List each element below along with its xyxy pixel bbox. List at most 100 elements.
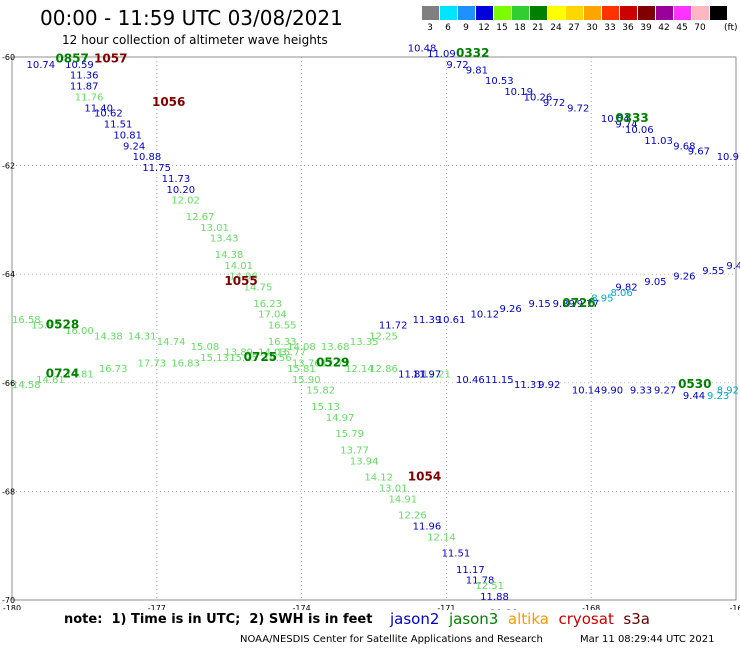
wave-height-value: 14.58 <box>12 380 41 391</box>
wave-height-value: 14.03 <box>258 348 287 359</box>
wave-height-value: 10.97 <box>717 152 740 163</box>
legend-swatch <box>656 6 673 20</box>
wave-height-value: 15.77 <box>277 348 306 359</box>
wave-height-value: 11.09 <box>427 49 456 60</box>
wave-height-value: 14.56 <box>263 353 292 364</box>
wave-height-value: 9.05 <box>644 277 666 288</box>
wave-height-value: 14.38 <box>215 250 244 261</box>
wave-height-value: 12.02 <box>171 196 200 207</box>
wave-height-value: 14.75 <box>244 282 273 293</box>
wave-height-value: 11.36 <box>70 71 99 82</box>
pass-time-label: 1057 <box>94 51 127 65</box>
wave-height-value: 17.04 <box>258 310 287 321</box>
wave-height-value: 9.44 <box>683 391 705 402</box>
legend-swatch-label: 27 <box>568 23 580 33</box>
wave-height-value: 9.68 <box>673 141 695 152</box>
wave-height-value: 13.77 <box>340 445 369 456</box>
legend-swatch-label: 9 <box>463 23 469 33</box>
legend-swatch-label: 12 <box>478 23 490 33</box>
legend-swatch-label: 39 <box>640 23 652 33</box>
wave-height-value: 10.59 <box>65 60 94 71</box>
wave-height-value: 9.15 <box>528 299 550 310</box>
axis-ticks: -180 -177 -174 -171 -168 -16 -60 -62 -64 -66 -68 -7… <box>2 53 740 610</box>
legend-swatch <box>566 6 583 20</box>
wave-height-value: 16.33 <box>268 337 297 348</box>
wave-height-value: 11.17 <box>456 565 485 576</box>
legend-swatch <box>584 6 601 20</box>
footer-date: Mar 11 08:29:44 UTC 2021 <box>580 634 715 645</box>
wave-height-value: 14.38 <box>94 331 123 342</box>
legend-swatch <box>440 6 457 20</box>
wave-height-value: 9.27 <box>654 386 676 397</box>
legend-swatch <box>638 6 655 20</box>
legend-swatch <box>674 6 691 20</box>
wave-height-value: 9.82 <box>615 282 637 293</box>
wave-height-value: 13.76 <box>292 359 321 370</box>
wave-height-value: 11.96 <box>413 521 442 532</box>
wave-height-value: 11.87 <box>70 82 99 93</box>
wave-height-value: 14.81 <box>65 369 94 380</box>
wave-height-value: 14.74 <box>157 337 186 348</box>
wave-height-value: 9.55 <box>702 266 724 277</box>
wave-height-value: 8.92 <box>717 386 739 397</box>
wave-height-value: 13.01 <box>200 223 229 234</box>
pass-time-label: 0725 <box>244 350 277 364</box>
wave-height-value: 14.91 <box>388 494 417 505</box>
legend-swatch <box>476 6 493 20</box>
satellite-label-s3a: s3a <box>623 610 650 628</box>
y-tick-label: -60 <box>2 53 15 62</box>
legend-swatch-label: 15 <box>496 23 508 33</box>
footer-credit: NOAA/NESDIS Center for Satellite Applica… <box>240 634 543 645</box>
wave-height-value: 12.51 <box>475 581 504 592</box>
wave-height-value: 9.77 <box>577 299 599 310</box>
wave-height-map: -180 -177 -174 -171 -168 -16 -60 -62 -64 -66 -68 -7… <box>2 44 740 610</box>
wave-height-value: 12.67 <box>186 212 215 223</box>
wave-height-value: 10.46 <box>456 375 485 386</box>
pass-time-label: 0529 <box>316 356 349 370</box>
wave-height-value: 13.68 <box>321 342 350 353</box>
x-tick-label: -174 <box>293 604 311 610</box>
wave-height-value: 11.72 <box>379 321 408 332</box>
legend-swatch-label: 30 <box>586 23 598 33</box>
wave-height-value: 11.39 <box>490 608 519 610</box>
wave-height-value: 9.92 <box>538 380 560 391</box>
wave-height-value: 16.83 <box>171 359 200 370</box>
legend-swatch-label: 42 <box>658 23 670 33</box>
chart-title: 00:00 - 11:59 UTC 03/08/2021 <box>40 6 343 30</box>
legend-swatch-label: 70 <box>694 23 706 33</box>
wave-height-value: 12.21 <box>422 369 451 380</box>
wave-height-value: 16.73 <box>99 364 128 375</box>
wave-height-value: 12.71 <box>321 359 350 370</box>
wave-height-value: 10.14 <box>572 386 601 397</box>
legend-swatch-label: 18 <box>514 23 526 33</box>
satellite-label-altika: altika <box>507 610 559 628</box>
wave-height-value: 11.75 <box>142 163 171 174</box>
wave-height-value: 11.03 <box>644 136 673 147</box>
wave-height-value: 15.97 <box>31 321 60 332</box>
wave-height-value: 10.48 <box>408 44 437 55</box>
wave-height-value: 9.90 <box>601 386 623 397</box>
wave-height-value: 16.55 <box>268 321 297 332</box>
wave-height-value: 16.00 <box>65 326 94 337</box>
legend-swatch-label: 3 <box>427 23 433 33</box>
wave-height-value: 15.25 <box>229 353 258 364</box>
wave-height-value: 11.73 <box>162 174 191 185</box>
wave-height-value: 12.86 <box>369 364 398 375</box>
y-tick-label: -70 <box>2 596 15 605</box>
legend-swatch <box>422 6 439 20</box>
pass-time-label: 0332 <box>456 46 489 60</box>
wave-height-value: 9.23 <box>707 391 729 402</box>
wave-height-value: 15.90 <box>292 375 321 386</box>
wave-height-value: 8.95 <box>591 293 613 304</box>
chart-subtitle: 12 hour collection of altimeter wave hei… <box>62 33 328 47</box>
wave-height-value: 10.20 <box>166 185 195 196</box>
unit-label: (ft) <box>724 23 738 33</box>
wave-height-value: 12.14 <box>427 532 456 543</box>
legend-swatch <box>458 6 475 20</box>
wave-height-values: 10.74 10.5911.3611.8711.4010.6211.5110.81… <box>12 44 740 610</box>
wave-height-value: 9.33 <box>630 386 652 397</box>
legend-swatch <box>710 6 727 20</box>
satellite-legend: jason2 jason3 altika cryosat s3a <box>390 610 650 628</box>
wave-height-value: 12.26 <box>398 511 427 522</box>
satellite-label-cryosat: cryosat <box>558 610 624 628</box>
